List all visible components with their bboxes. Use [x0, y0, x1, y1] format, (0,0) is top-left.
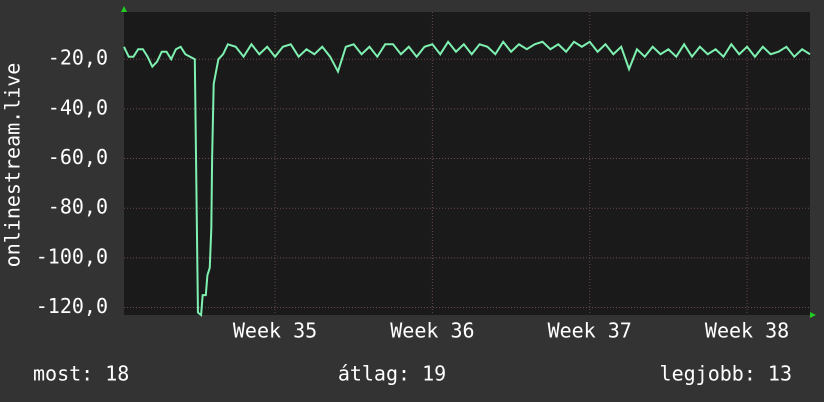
- y-tick-label: -20,0: [48, 46, 108, 70]
- y-tick-label: -100,0: [36, 244, 108, 268]
- x-arrow: [810, 312, 816, 318]
- plot-area: [124, 12, 810, 315]
- y-arrow: [121, 6, 127, 12]
- y-tick-label: -60,0: [48, 145, 108, 169]
- series-line: [123, 40, 811, 317]
- stat-best: legjobb: 13: [660, 362, 792, 386]
- x-tick-label: Week 37: [548, 319, 632, 343]
- stat-average: átlag: 19: [338, 362, 446, 386]
- x-tick-label: Week 35: [233, 319, 317, 343]
- stat-current: most: 18: [33, 362, 129, 386]
- x-tick-label: Week 36: [390, 319, 474, 343]
- y-axis-label: onlinestream.live: [1, 63, 25, 268]
- x-tick-label: Week 38: [705, 319, 789, 343]
- y-tick-label: -80,0: [48, 195, 108, 219]
- y-tick-label: -40,0: [48, 95, 108, 119]
- y-tick-label: -120,0: [36, 294, 108, 318]
